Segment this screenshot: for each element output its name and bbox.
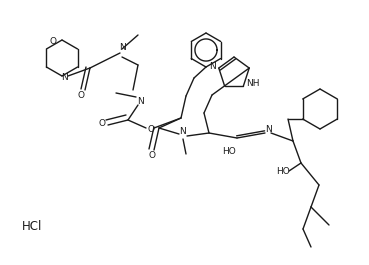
Text: HO: HO: [222, 148, 236, 157]
Text: N: N: [118, 43, 125, 52]
Text: N: N: [266, 125, 272, 134]
Text: N: N: [62, 73, 68, 82]
Text: HO: HO: [276, 166, 290, 175]
Text: NH: NH: [246, 80, 259, 89]
Text: N: N: [137, 96, 144, 105]
Text: N: N: [180, 127, 186, 136]
Text: O: O: [148, 125, 155, 134]
Text: O: O: [77, 91, 85, 99]
Text: O: O: [50, 37, 57, 46]
Text: HCl: HCl: [22, 220, 42, 233]
Text: O: O: [148, 152, 155, 161]
Text: N: N: [210, 61, 216, 70]
Text: O: O: [99, 120, 106, 129]
